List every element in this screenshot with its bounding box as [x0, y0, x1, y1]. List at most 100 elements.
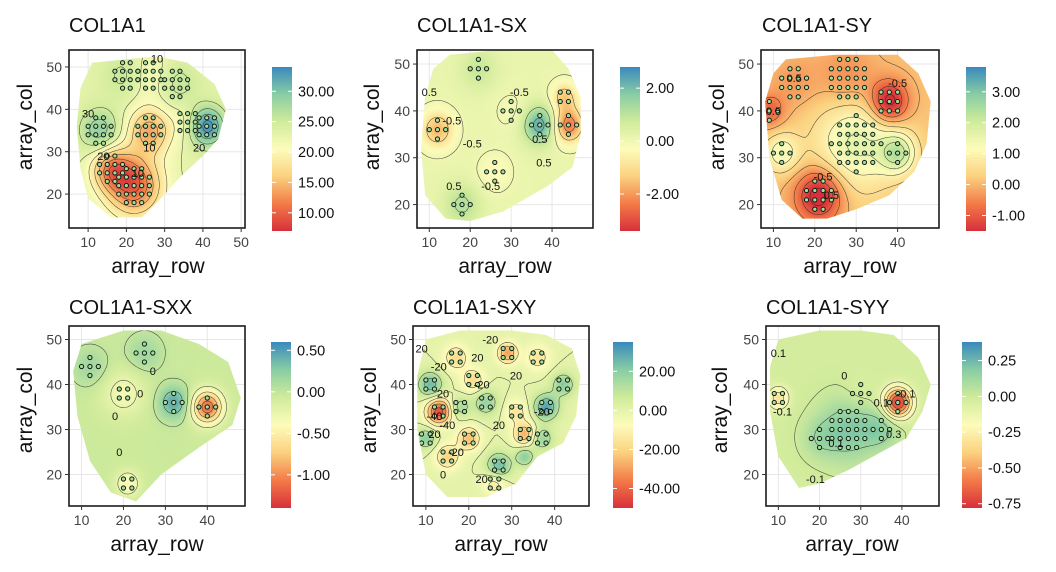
x-tick-label: 50 — [233, 234, 249, 250]
spot — [837, 426, 843, 433]
colorbar-tick-label: 0.00 — [297, 385, 325, 401]
spot — [517, 426, 523, 433]
spot — [434, 127, 441, 133]
spot — [185, 110, 191, 117]
colorbar-tick-label: -1.00 — [992, 209, 1025, 225]
contour-label: -20 — [534, 407, 550, 419]
spot — [119, 170, 126, 176]
panel-col1a1-sxx: COL1A1-SXX array_row array_col — [14, 297, 205, 556]
contour-label: -0.5 — [481, 181, 500, 193]
contour-label: -0.1 — [806, 474, 825, 486]
spot — [547, 408, 553, 415]
spot — [177, 110, 183, 117]
spot — [204, 404, 210, 410]
colorbar-tick-label: 0.00 — [639, 403, 667, 419]
colorbar: -1.00 0.00 1.00 2.00 3.00 — [966, 67, 1025, 231]
spot — [204, 132, 210, 138]
spot — [853, 131, 859, 137]
y-tick-label: 50 — [390, 332, 406, 348]
spot — [119, 85, 126, 91]
spot — [426, 127, 432, 133]
spot — [87, 363, 93, 370]
spot — [116, 191, 122, 197]
spot — [466, 381, 472, 388]
spot — [93, 140, 99, 146]
spot — [509, 345, 515, 352]
y-tick-label: 20 — [394, 197, 410, 213]
spot — [845, 150, 851, 156]
spot — [539, 399, 545, 406]
spot — [870, 122, 876, 128]
spot — [213, 404, 219, 410]
spot — [870, 150, 876, 156]
spot — [903, 150, 909, 156]
spot — [87, 372, 93, 379]
spot — [564, 386, 571, 392]
contour-labels: 0.5-0.5-0.5 0.50.50.5 -0.5-0.5 — [422, 87, 552, 193]
spot — [845, 435, 851, 442]
y-axis-label: array_col — [706, 84, 729, 170]
spot — [112, 68, 118, 74]
spot — [440, 458, 446, 464]
spot — [461, 440, 468, 446]
spot — [530, 350, 536, 356]
colorbar-tick-label: 0.25 — [988, 354, 1016, 370]
colorbar-tick-label: 20.00 — [298, 145, 334, 161]
spot — [878, 426, 884, 433]
y-tick-label: 30 — [390, 422, 406, 438]
spot — [423, 377, 429, 383]
spot — [508, 108, 514, 114]
spot — [162, 85, 168, 91]
spot — [556, 377, 562, 383]
spot — [179, 399, 185, 406]
spot — [120, 476, 127, 482]
spot — [142, 85, 149, 91]
contour-label: -0.5 — [442, 115, 461, 127]
spot — [459, 201, 465, 208]
colorbar-tick-label: -0.50 — [297, 426, 330, 442]
spot — [177, 119, 183, 125]
spot — [87, 354, 93, 361]
colorbar: -2.00 0.00 2.00 — [620, 67, 679, 231]
contour-label: 20 — [97, 151, 109, 163]
spot — [475, 75, 481, 81]
spot — [474, 381, 480, 388]
spot — [779, 75, 785, 81]
spot — [816, 426, 823, 433]
contour-label: -0.5 — [814, 171, 833, 183]
spot — [150, 115, 156, 121]
colorbar: -0.75 -0.50 -0.25 0.00 0.25 — [962, 342, 1021, 513]
spot — [779, 150, 785, 156]
spot — [557, 89, 563, 95]
spot — [440, 449, 446, 455]
y-axis-label: array_col — [14, 84, 37, 170]
spot — [509, 354, 515, 361]
spot — [853, 84, 859, 91]
colorbar-tick-label: -20.00 — [639, 442, 680, 458]
colorbar-tick-label: -0.50 — [988, 461, 1021, 477]
spot — [829, 426, 835, 433]
spot — [487, 395, 493, 401]
spot — [100, 132, 107, 138]
spot — [158, 123, 164, 129]
x-tick-label: 40 — [547, 512, 563, 528]
spot — [779, 390, 786, 397]
spot — [483, 66, 490, 72]
panel-col1a1: COL1A1 array_row array_col — [14, 15, 206, 278]
spot — [112, 153, 118, 159]
spot — [150, 350, 156, 356]
contour-labels: 0.5 0.5 -0.5 -0.5 0.5 — [766, 73, 907, 202]
panel-title: COL1A1-SY — [762, 15, 872, 37]
spot — [820, 197, 826, 203]
spot — [146, 183, 152, 189]
colorbar-tick-label: -40.00 — [639, 481, 680, 497]
spot — [837, 150, 843, 156]
spot — [119, 161, 126, 168]
spot — [470, 440, 476, 446]
spot — [766, 108, 772, 114]
panel-border — [68, 49, 246, 229]
spot — [861, 66, 868, 72]
y-tick-label: 40 — [743, 377, 759, 393]
